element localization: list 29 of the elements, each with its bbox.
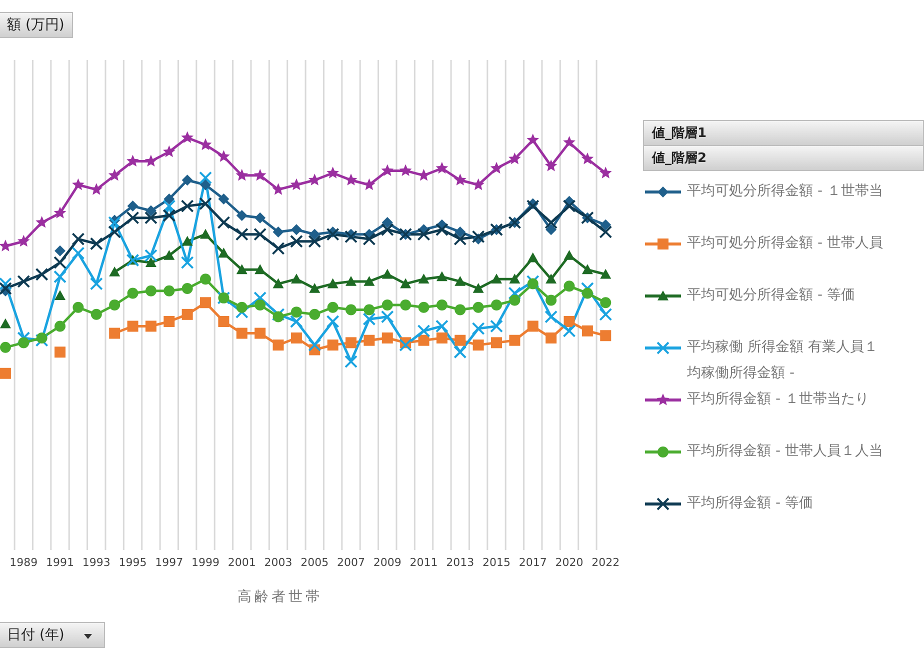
x-tick-label: 1995 xyxy=(118,556,147,569)
x-tick-label: 2022 xyxy=(592,556,620,569)
x-axis-title: 高齢者世帯 xyxy=(236,588,324,606)
x-tick-label: 2020 xyxy=(555,556,584,569)
x-tick-label: 2017 xyxy=(518,556,547,569)
x-tick-label: 1989 xyxy=(10,556,38,569)
x-tick-label: 2015 xyxy=(482,556,511,569)
x-tick-label: 2003 xyxy=(264,556,292,569)
legend-label: 平均可処分所得金額 - 世帯人員 xyxy=(687,234,884,253)
x-tick-label: 1993 xyxy=(82,556,110,569)
x-tick-label: 1991 xyxy=(46,556,74,569)
legend-label: 平均所得金額 - 等価 xyxy=(687,494,814,513)
legend-label: 平均所得金額 - 世帯人員１人当 xyxy=(687,442,884,461)
x-tick-label: 2007 xyxy=(337,556,366,569)
x-tick-label: 1999 xyxy=(192,556,220,569)
x-tick-label: 2013 xyxy=(446,556,474,569)
x-tick-label: 2001 xyxy=(228,556,256,569)
text: 額 (万円) xyxy=(0,12,74,38)
text: 日付 (年) xyxy=(0,622,106,648)
x-tick-label: 1997 xyxy=(155,556,184,569)
x-tick-label: 2009 xyxy=(373,556,402,569)
legend-label: 平均可処分所得金額 - 等価 xyxy=(687,286,856,305)
legend-label: 平均所得金額 - １世帯当たり xyxy=(687,390,870,409)
legend-title: 値_階層1 xyxy=(643,120,924,146)
legend-label: 平均可処分所得金額 - １世帯当 xyxy=(687,182,884,201)
text: 値_階層2 xyxy=(643,146,924,171)
x-tick-label: 2005 xyxy=(300,556,329,569)
x-tick-label: 2011 xyxy=(410,556,438,569)
legend-label: 平均稼働 所得金額 有業人員１均稼働所得金額 - xyxy=(687,338,879,383)
